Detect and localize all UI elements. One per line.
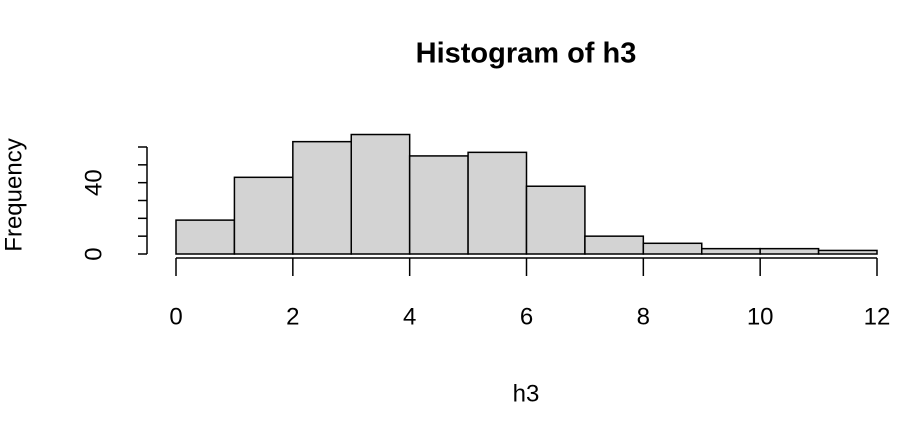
bar <box>817 249 878 255</box>
bar <box>525 185 586 255</box>
x-tick-label: 6 <box>520 303 533 330</box>
x-axis-label: h3 <box>513 380 540 407</box>
bar <box>642 242 703 255</box>
x-tick-label: 0 <box>169 303 182 330</box>
bar <box>175 219 236 255</box>
y-tick-label: 40 <box>80 169 107 196</box>
x-tick-label: 12 <box>864 303 891 330</box>
x-tick-label: 2 <box>286 303 299 330</box>
y-tick-label: 0 <box>80 247 107 260</box>
bar <box>467 151 528 255</box>
bar <box>408 155 469 255</box>
bar <box>350 133 411 255</box>
x-tick-label: 10 <box>747 303 774 330</box>
bar <box>701 247 761 255</box>
bar <box>759 247 820 255</box>
chart-title: Histogram of h3 <box>416 38 637 70</box>
y-axis-label: Frequency <box>0 138 27 251</box>
x-tick-label: 4 <box>403 303 416 330</box>
bar <box>292 140 353 255</box>
bar <box>233 176 294 255</box>
x-tick-label: 8 <box>637 303 650 330</box>
bar <box>584 235 645 255</box>
